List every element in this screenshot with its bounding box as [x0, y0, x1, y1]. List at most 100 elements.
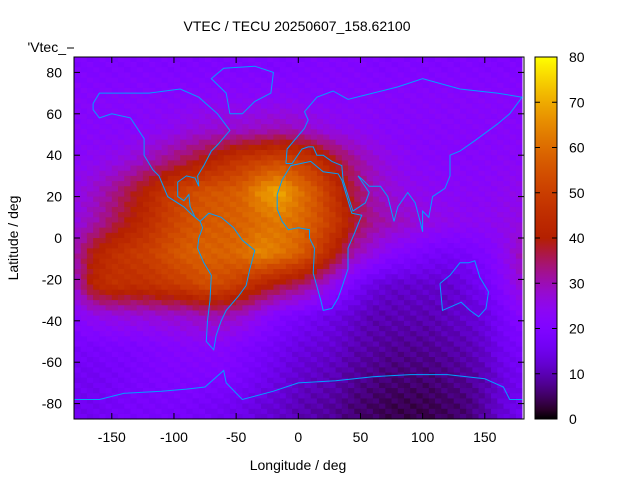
heatmap-cell: [205, 279, 212, 285]
heatmap-cell: [267, 87, 274, 94]
heatmap-cell: [422, 336, 430, 342]
heatmap-cell: [173, 346, 181, 353]
heatmap-cell: [341, 160, 349, 166]
heatmap-cell: [366, 351, 374, 358]
heatmap-cell: [273, 62, 281, 68]
heatmap-cell: [261, 165, 268, 172]
heatmap-cell: [428, 175, 436, 182]
heatmap-cell: [385, 269, 392, 275]
heatmap-cell: [422, 217, 430, 223]
heatmap-cell: [111, 263, 119, 270]
heatmap-cell: [124, 325, 131, 332]
heatmap-cell: [236, 150, 243, 156]
heatmap-cell: [379, 72, 386, 78]
heatmap-cell: [80, 129, 88, 135]
heatmap-cell: [198, 181, 206, 187]
heatmap-cell: [248, 82, 256, 89]
heatmap-cell: [459, 150, 467, 156]
heatmap-cell: [366, 408, 374, 415]
heatmap-cell: [217, 144, 225, 151]
heatmap-cell: [167, 232, 175, 239]
heatmap-cell: [186, 408, 194, 415]
heatmap-cell: [267, 351, 274, 358]
heatmap-cell: [229, 124, 237, 130]
heatmap-cell: [385, 320, 392, 327]
heatmap-cell: [236, 93, 243, 99]
heatmap-cell: [261, 155, 268, 161]
heatmap-cell: [292, 377, 299, 384]
heatmap-cell: [229, 382, 237, 389]
heatmap-cell: [186, 56, 194, 63]
heatmap-cell: [142, 206, 150, 213]
heatmap-cell: [273, 87, 281, 94]
heatmap-cell: [341, 212, 349, 218]
heatmap-cell: [136, 320, 144, 327]
heatmap-cell: [472, 393, 479, 399]
heatmap-cell: [186, 258, 194, 265]
heatmap-cell: [130, 113, 138, 120]
heatmap-cell: [192, 331, 200, 337]
heatmap-cell: [503, 263, 511, 270]
heatmap-cell: [428, 93, 436, 99]
heatmap-cell: [397, 315, 405, 322]
heatmap-cell: [80, 170, 88, 177]
heatmap-cell: [366, 118, 374, 125]
heatmap-cell: [497, 124, 504, 130]
heatmap-cell: [192, 181, 200, 187]
heatmap-cell: [453, 310, 461, 317]
heatmap-cell: [99, 357, 106, 363]
heatmap-cell: [323, 253, 330, 260]
heatmap-cell: [242, 269, 249, 275]
heatmap-cell: [459, 310, 467, 317]
heatmap-cell: [242, 232, 249, 239]
heatmap-cell: [428, 144, 436, 151]
heatmap-cell: [410, 62, 417, 68]
heatmap-cell: [354, 113, 361, 120]
heatmap-cell: [111, 186, 119, 192]
heatmap-cell: [130, 134, 138, 141]
heatmap-cell: [130, 98, 138, 104]
heatmap-cell: [441, 382, 448, 389]
heatmap-cell: [472, 274, 479, 280]
heatmap-cell: [186, 77, 194, 84]
heatmap-cell: [478, 274, 486, 280]
heatmap-cell: [472, 336, 479, 342]
heatmap-cell: [335, 341, 343, 348]
heatmap-cell: [354, 232, 361, 239]
heatmap-cell: [211, 181, 218, 187]
heatmap-cell: [323, 150, 330, 156]
heatmap-cell: [80, 67, 88, 73]
heatmap-cell: [223, 56, 231, 63]
heatmap-cell: [155, 263, 162, 270]
heatmap-cell: [372, 320, 380, 327]
heatmap-cell: [447, 155, 455, 161]
heatmap-cell: [86, 320, 94, 327]
heatmap-cell: [341, 341, 349, 348]
heatmap-cell: [149, 341, 156, 348]
heatmap-cell: [397, 175, 405, 182]
heatmap-cell: [379, 398, 386, 404]
heatmap-cell: [397, 212, 405, 218]
heatmap-cell: [118, 305, 125, 311]
heatmap-cell: [391, 129, 399, 135]
heatmap-cell: [186, 279, 194, 285]
heatmap-cell: [142, 284, 150, 291]
heatmap-cell: [180, 227, 187, 234]
heatmap-cell: [441, 56, 448, 63]
heatmap-cell: [310, 155, 318, 161]
heatmap-cell: [167, 248, 175, 254]
heatmap-cell: [335, 243, 343, 249]
heatmap-cell: [329, 310, 336, 317]
heatmap-cell: [428, 382, 436, 389]
heatmap-cell: [198, 144, 206, 151]
heatmap-cell: [248, 134, 256, 141]
heatmap-cell: [223, 388, 231, 394]
heatmap-cell: [229, 315, 237, 322]
heatmap-cell: [403, 87, 411, 94]
heatmap-cell: [267, 336, 274, 342]
heatmap-cell: [447, 206, 455, 213]
heatmap-cell: [366, 357, 374, 363]
heatmap-cell: [130, 175, 138, 182]
heatmap-cell: [229, 279, 237, 285]
heatmap-cell: [298, 118, 305, 125]
